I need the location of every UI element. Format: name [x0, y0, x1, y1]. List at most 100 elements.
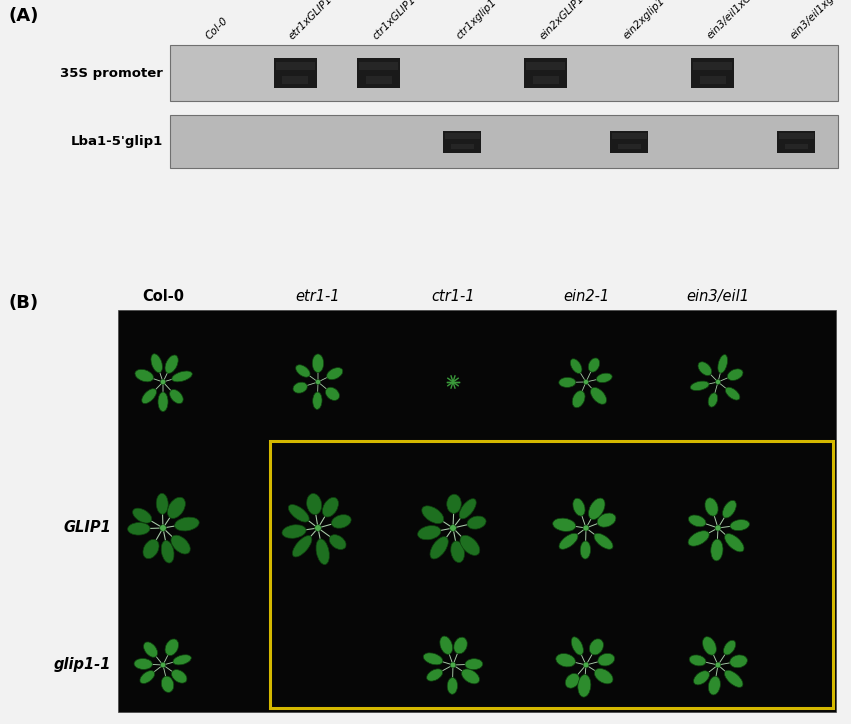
Ellipse shape	[293, 382, 307, 393]
Text: ctr1xGLIP1: ctr1xGLIP1	[371, 0, 418, 41]
Ellipse shape	[580, 541, 591, 559]
Ellipse shape	[288, 505, 309, 522]
Ellipse shape	[460, 535, 480, 555]
Bar	[694, 62, 733, 70]
Bar	[777, 130, 815, 153]
Text: (A): (A)	[9, 7, 39, 25]
Circle shape	[316, 379, 321, 384]
Ellipse shape	[728, 369, 743, 380]
Ellipse shape	[306, 494, 322, 515]
Ellipse shape	[128, 523, 150, 535]
Ellipse shape	[552, 518, 576, 531]
Ellipse shape	[312, 392, 322, 409]
Text: ein2-1: ein2-1	[563, 289, 609, 304]
Ellipse shape	[316, 539, 329, 565]
Bar	[700, 76, 726, 83]
Ellipse shape	[465, 659, 483, 670]
Ellipse shape	[161, 540, 174, 563]
Text: ein2xglip1: ein2xglip1	[621, 0, 666, 41]
Ellipse shape	[295, 365, 310, 377]
Ellipse shape	[172, 670, 187, 683]
Ellipse shape	[578, 675, 591, 697]
Text: Col-0: Col-0	[142, 289, 184, 304]
Ellipse shape	[594, 534, 613, 550]
Ellipse shape	[140, 670, 155, 683]
Ellipse shape	[723, 640, 736, 655]
Ellipse shape	[690, 381, 709, 390]
Ellipse shape	[158, 392, 168, 411]
Ellipse shape	[447, 494, 461, 513]
Bar	[283, 76, 308, 83]
Ellipse shape	[133, 508, 151, 523]
Ellipse shape	[590, 639, 603, 655]
Circle shape	[584, 379, 589, 384]
Text: GLIP1: GLIP1	[63, 521, 111, 536]
Ellipse shape	[162, 676, 174, 692]
Ellipse shape	[134, 659, 152, 670]
Bar	[526, 62, 565, 70]
Bar	[270, 441, 833, 708]
Ellipse shape	[730, 655, 747, 668]
Ellipse shape	[331, 515, 351, 529]
Ellipse shape	[323, 497, 339, 517]
Ellipse shape	[418, 526, 441, 540]
Ellipse shape	[698, 362, 711, 376]
Text: etr1-1: etr1-1	[296, 289, 340, 304]
Ellipse shape	[135, 369, 153, 382]
Bar	[451, 144, 474, 149]
Circle shape	[715, 525, 721, 531]
Text: ein2xGLIP1: ein2xGLIP1	[538, 0, 586, 41]
Text: ctr1-1: ctr1-1	[431, 289, 475, 304]
Ellipse shape	[597, 653, 614, 666]
Text: ein3/eil1: ein3/eil1	[687, 289, 750, 304]
Bar	[524, 58, 568, 88]
Ellipse shape	[722, 500, 736, 518]
Bar	[357, 58, 401, 88]
Ellipse shape	[688, 531, 709, 546]
Ellipse shape	[144, 642, 157, 657]
Ellipse shape	[573, 498, 585, 516]
Ellipse shape	[312, 354, 323, 373]
Ellipse shape	[571, 637, 584, 655]
Ellipse shape	[451, 541, 465, 563]
Text: ein3/eil1xGLIP1: ein3/eil1xGLIP1	[705, 0, 768, 41]
Ellipse shape	[588, 358, 600, 372]
Ellipse shape	[460, 499, 477, 519]
Ellipse shape	[293, 536, 311, 557]
Ellipse shape	[559, 377, 576, 387]
Text: ein3/eil1xglip1: ein3/eil1xglip1	[788, 0, 849, 41]
Ellipse shape	[705, 498, 718, 516]
Ellipse shape	[711, 539, 723, 561]
Ellipse shape	[689, 655, 706, 666]
Ellipse shape	[151, 354, 163, 373]
Ellipse shape	[572, 391, 585, 408]
Circle shape	[715, 662, 721, 668]
Ellipse shape	[157, 493, 168, 514]
Ellipse shape	[423, 653, 443, 665]
Bar	[118, 310, 836, 712]
Bar	[691, 58, 734, 88]
Text: etr1xGLIP1: etr1xGLIP1	[287, 0, 334, 41]
Circle shape	[716, 379, 721, 384]
Circle shape	[315, 525, 322, 531]
Text: Lba1-5'glip1: Lba1-5'glip1	[71, 135, 163, 148]
Ellipse shape	[708, 393, 717, 407]
Ellipse shape	[168, 497, 186, 518]
Ellipse shape	[165, 639, 179, 656]
Ellipse shape	[461, 669, 479, 684]
Ellipse shape	[718, 355, 728, 373]
Ellipse shape	[703, 636, 717, 655]
Circle shape	[449, 525, 456, 531]
Bar	[170, 115, 838, 168]
Ellipse shape	[171, 535, 191, 554]
Ellipse shape	[570, 359, 582, 374]
Ellipse shape	[430, 536, 448, 559]
Ellipse shape	[559, 534, 578, 550]
Ellipse shape	[565, 673, 580, 689]
Circle shape	[583, 662, 589, 668]
Ellipse shape	[172, 371, 192, 382]
Bar	[366, 76, 391, 83]
Ellipse shape	[440, 636, 453, 654]
Bar	[443, 130, 482, 153]
Ellipse shape	[730, 520, 750, 531]
